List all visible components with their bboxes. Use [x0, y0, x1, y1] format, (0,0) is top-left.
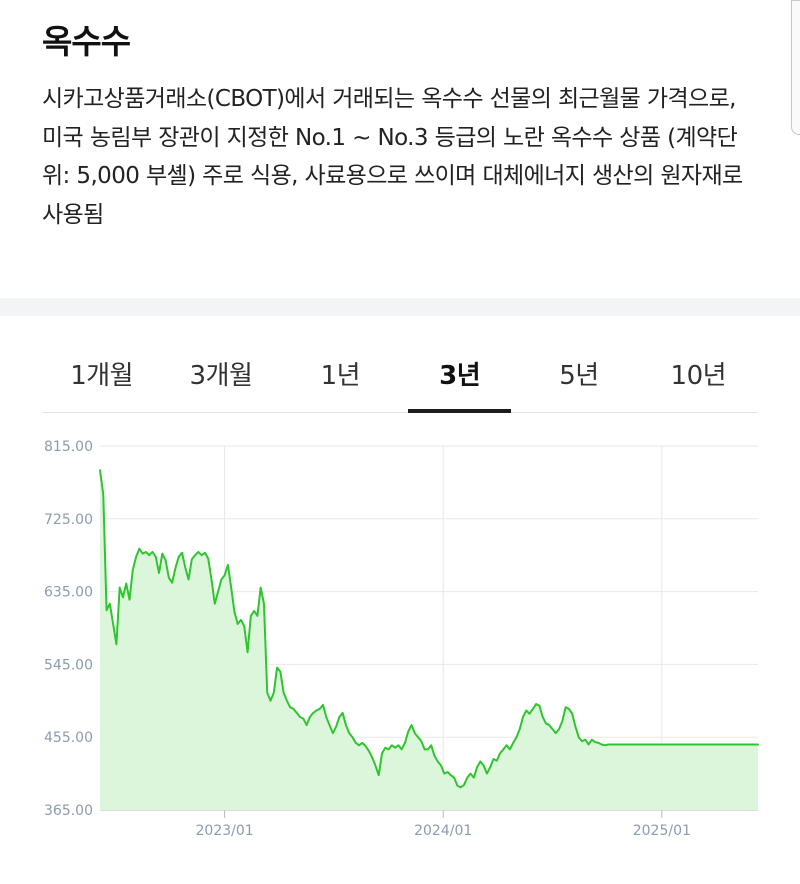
x-tick-label: 2025/01	[633, 823, 691, 839]
section-divider	[0, 298, 800, 316]
tab-3-months[interactable]: 3개월	[189, 361, 253, 391]
commodity-description: 시카고상품거래소(CBOT)에서 거래되는 옥수수 선물의 최근월물 가격으로,…	[42, 86, 743, 228]
y-tick-label: 365.00	[44, 803, 93, 819]
tab-5-years[interactable]: 5년	[559, 361, 599, 391]
tab-3-years[interactable]: 3년	[400, 350, 519, 413]
area-layer	[99, 469, 759, 810]
y-tick-label: 725.00	[44, 512, 93, 528]
page-title: 옥수수	[42, 22, 131, 61]
price-line	[99, 469, 759, 789]
tab-10-years[interactable]: 10년	[670, 361, 727, 391]
x-tick-label: 2024/01	[414, 823, 472, 839]
x-tick-label: 2023/01	[196, 823, 254, 839]
axis-labels: 815.00 725.00 635.00 545.00 455.00 365.00 2023…	[44, 439, 691, 839]
period-tabs: 1개월 3개월 1년 3년 5년 10년	[42, 350, 758, 413]
commodity-info: 옥수수 시카고상품거래소(CBOT)에서 거래되는 옥수수 선물의 최근월물 가…	[0, 0, 800, 277]
y-tick-label: 815.00	[44, 439, 93, 455]
price-chart[interactable]: 815.00 725.00 635.00 545.00 455.00 365.00 2023…	[0, 430, 800, 880]
y-tick-label: 635.00	[44, 585, 93, 601]
price-chart-svg: 815.00 725.00 635.00 545.00 455.00 365.00 2023…	[44, 439, 759, 839]
y-tick-label: 455.00	[44, 730, 93, 746]
scrollbar[interactable]	[791, 0, 800, 135]
y-tick-label: 545.00	[44, 657, 93, 673]
price-area-fill	[100, 470, 758, 810]
tab-1-year[interactable]: 1년	[320, 361, 361, 391]
tab-1-month[interactable]: 1개월	[70, 361, 134, 391]
